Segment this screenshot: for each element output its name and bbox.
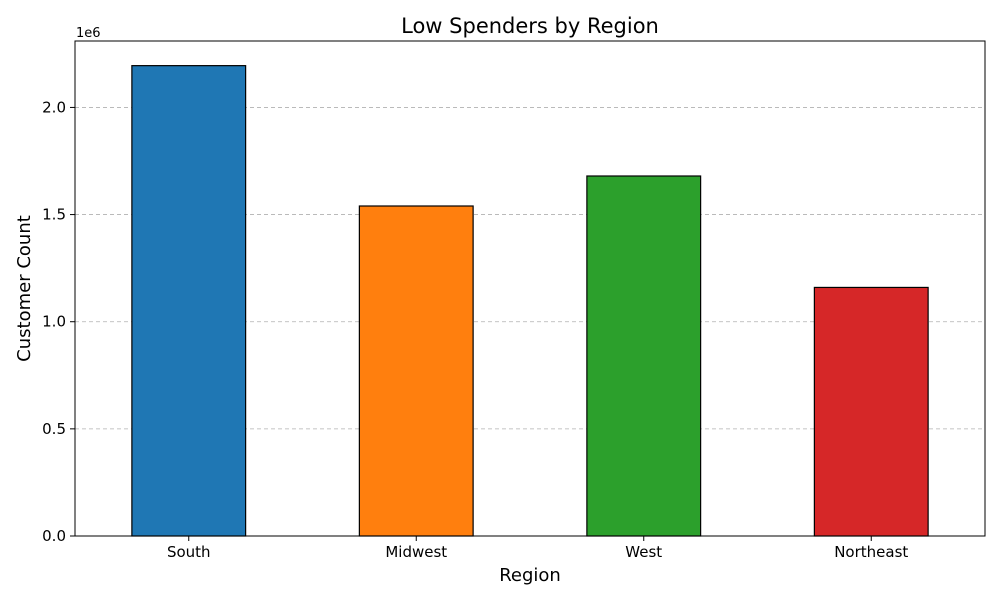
x-axis-title: Region (499, 565, 561, 586)
y-tick-label: 0.5 (42, 420, 66, 438)
bars (131, 65, 929, 537)
y-tick-label: 1.0 (42, 313, 66, 331)
x-tick-label: Northeast (834, 543, 908, 561)
chart-title: Low Spenders by Region (401, 14, 659, 38)
y-tick-label: 2.0 (42, 98, 66, 116)
x-tick-label: South (167, 543, 211, 561)
y-offset-label: 1e6 (76, 26, 101, 41)
x-tick-label: West (625, 543, 662, 561)
y-axis-title: Customer Count (14, 215, 35, 362)
bar-northeast (813, 286, 929, 537)
plot-frame (74, 40, 986, 537)
y-tick-label: 0.0 (42, 527, 66, 545)
bar-south (131, 65, 247, 537)
bar-midwest (358, 205, 474, 537)
y-tick-label: 1.5 (42, 206, 66, 224)
x-tick-label: Midwest (385, 543, 447, 561)
y-ticks: 0.0 0.5 1.0 1.5 2.0 (42, 98, 75, 545)
bar-west (586, 175, 702, 537)
x-ticks: South Midwest West Northeast (167, 536, 908, 561)
